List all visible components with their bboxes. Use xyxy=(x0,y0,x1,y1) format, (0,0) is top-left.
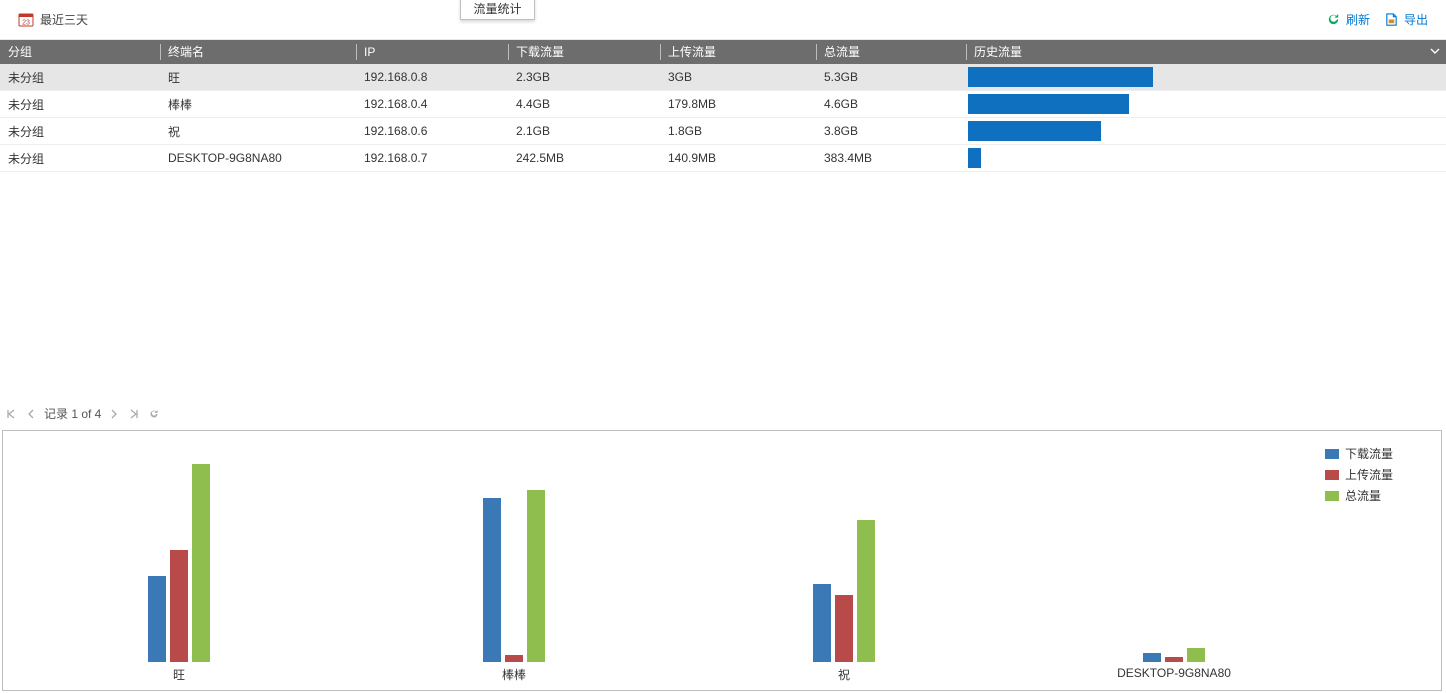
table-row[interactable]: 未分组棒棒192.168.0.44.4GB179.8MB4.6GB xyxy=(0,91,1446,118)
history-bar xyxy=(968,94,1129,114)
col-total[interactable]: 总流量 xyxy=(816,40,966,64)
table-body: 未分组旺192.168.0.82.3GB3GB5.3GB未分组棒棒192.168… xyxy=(0,64,1446,172)
cell-total: 5.3GB xyxy=(816,70,966,84)
chart-bar xyxy=(170,550,188,662)
col-upload[interactable]: 上传流量 xyxy=(660,40,816,64)
cell-group: 未分组 xyxy=(0,96,160,113)
legend-label: 上传流量 xyxy=(1345,466,1393,483)
cell-terminal: 祝 xyxy=(160,123,356,140)
svg-text:23: 23 xyxy=(22,19,30,26)
toolbar: 23 最近三天 流量统计 刷新 导出 xyxy=(0,0,1446,40)
cell-terminal: DESKTOP-9G8NA80 xyxy=(160,151,356,165)
refresh-label: 刷新 xyxy=(1346,11,1370,28)
cell-ip: 192.168.0.7 xyxy=(356,151,508,165)
history-bar xyxy=(968,121,1101,141)
legend-swatch xyxy=(1325,470,1339,480)
chart-bar xyxy=(505,655,523,662)
legend-swatch xyxy=(1325,491,1339,501)
legend-item-upload[interactable]: 上传流量 xyxy=(1325,466,1435,483)
col-history[interactable]: 历史流量 xyxy=(966,40,1446,64)
traffic-table: 分组 终端名 IP 下载流量 上传流量 总流量 历史流量 未分组旺192.168… xyxy=(0,40,1446,172)
cell-ip: 192.168.0.4 xyxy=(356,97,508,111)
chart-bar xyxy=(1187,648,1205,662)
toolbar-actions: 刷新 导出 xyxy=(1326,11,1428,28)
cell-download: 2.3GB xyxy=(508,70,660,84)
legend-item-download[interactable]: 下载流量 xyxy=(1325,445,1435,462)
pager-first-icon[interactable] xyxy=(4,407,18,421)
pager-label: 记录 1 of 4 xyxy=(44,405,101,422)
date-filter[interactable]: 23 最近三天 xyxy=(18,11,88,28)
cell-group: 未分组 xyxy=(0,69,160,86)
legend-swatch xyxy=(1325,449,1339,459)
cell-history xyxy=(966,148,1446,168)
export-icon xyxy=(1384,12,1400,28)
cell-total: 383.4MB xyxy=(816,151,966,165)
chart-x-labels: 旺 棒棒 祝 DESKTOP-9G8NA80 xyxy=(3,666,1311,684)
export-button[interactable]: 导出 xyxy=(1384,11,1428,28)
pager: 记录 1 of 4 xyxy=(4,405,161,422)
cell-download: 242.5MB xyxy=(508,151,660,165)
cell-group: 未分组 xyxy=(0,123,160,140)
pager-refresh-icon[interactable] xyxy=(147,407,161,421)
chart-bar xyxy=(835,595,853,662)
col-terminal[interactable]: 终端名 xyxy=(160,40,356,64)
chart-bar xyxy=(857,520,875,662)
pager-next-icon[interactable] xyxy=(107,407,121,421)
chart-x-label: 旺 xyxy=(173,666,185,683)
cell-total: 3.8GB xyxy=(816,124,966,138)
chart-plot xyxy=(3,431,1311,662)
chart-bar xyxy=(148,576,166,662)
cell-history xyxy=(966,121,1446,141)
cell-group: 未分组 xyxy=(0,150,160,167)
legend-label: 下载流量 xyxy=(1345,445,1393,462)
col-ip[interactable]: IP xyxy=(356,40,508,64)
cell-upload: 179.8MB xyxy=(660,97,816,111)
cell-download: 2.1GB xyxy=(508,124,660,138)
cell-ip: 192.168.0.6 xyxy=(356,124,508,138)
cell-history xyxy=(966,94,1446,114)
calendar-icon: 23 xyxy=(18,12,34,28)
cell-upload: 140.9MB xyxy=(660,151,816,165)
table-row[interactable]: 未分组旺192.168.0.82.3GB3GB5.3GB xyxy=(0,64,1446,91)
column-menu-icon[interactable] xyxy=(1428,44,1442,58)
pager-prev-icon[interactable] xyxy=(24,407,38,421)
cell-terminal: 棒棒 xyxy=(160,96,356,113)
history-bar xyxy=(968,148,981,168)
cell-history xyxy=(966,67,1446,87)
chart-bar xyxy=(1165,657,1183,662)
legend-label: 总流量 xyxy=(1345,487,1381,504)
table-row[interactable]: 未分组DESKTOP-9G8NA80192.168.0.7242.5MB140.… xyxy=(0,145,1446,172)
chart-x-label: DESKTOP-9G8NA80 xyxy=(1117,666,1231,680)
chart-legend: 下载流量 上传流量 总流量 xyxy=(1325,445,1435,508)
cell-upload: 3GB xyxy=(660,70,816,84)
chart-bar xyxy=(192,464,210,662)
cell-total: 4.6GB xyxy=(816,97,966,111)
refresh-icon xyxy=(1326,12,1342,28)
traffic-chart: 下载流量 上传流量 总流量 旺 棒棒 祝 DESKTOP-9G8NA80 xyxy=(2,430,1442,691)
refresh-button[interactable]: 刷新 xyxy=(1326,11,1370,28)
export-label: 导出 xyxy=(1404,11,1428,28)
chart-bar xyxy=(813,584,831,662)
chart-bar xyxy=(1143,653,1161,662)
chart-bar xyxy=(483,498,501,662)
date-filter-label: 最近三天 xyxy=(40,11,88,28)
history-bar xyxy=(968,67,1153,87)
legend-item-total[interactable]: 总流量 xyxy=(1325,487,1435,504)
cell-ip: 192.168.0.8 xyxy=(356,70,508,84)
table-header: 分组 终端名 IP 下载流量 上传流量 总流量 历史流量 xyxy=(0,40,1446,64)
cell-upload: 1.8GB xyxy=(660,124,816,138)
cell-terminal: 旺 xyxy=(160,69,356,86)
chart-x-label: 祝 xyxy=(838,666,850,683)
table-row[interactable]: 未分组祝192.168.0.62.1GB1.8GB3.8GB xyxy=(0,118,1446,145)
col-group[interactable]: 分组 xyxy=(0,40,160,64)
tab-traffic-stats[interactable]: 流量统计 xyxy=(460,0,535,20)
col-download[interactable]: 下载流量 xyxy=(508,40,660,64)
cell-download: 4.4GB xyxy=(508,97,660,111)
pager-last-icon[interactable] xyxy=(127,407,141,421)
chart-x-label: 棒棒 xyxy=(502,666,526,683)
chart-bar xyxy=(527,490,545,662)
